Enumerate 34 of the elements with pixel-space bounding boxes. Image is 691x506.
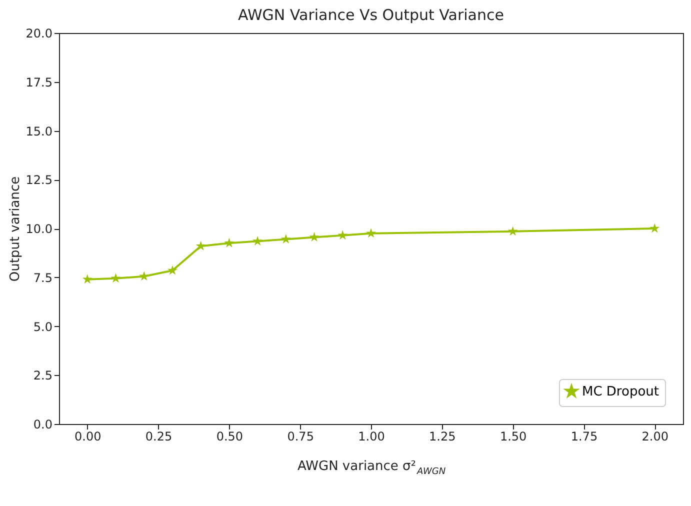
y-axis-title: Output variance (8, 176, 23, 282)
y-tick-label: 17.5 (26, 75, 52, 90)
y-tick-label: 7.5 (33, 270, 52, 285)
x-tick-label: 1.75 (570, 430, 598, 444)
point (167, 265, 178, 275)
x-tick-label: 0.25 (145, 430, 172, 444)
point (196, 240, 206, 250)
point (366, 228, 376, 238)
point (338, 230, 348, 240)
x-tick-label: 1.50 (500, 430, 527, 444)
y-tick-label: 10.0 (26, 222, 52, 236)
x-tick-label: 1.25 (429, 430, 456, 444)
legend-label: MC Dropout (582, 384, 659, 400)
point (309, 232, 320, 242)
point (110, 273, 121, 283)
y-tick-label: 12.5 (26, 173, 52, 188)
y-tick-label: 15.0 (26, 124, 52, 138)
point (280, 234, 291, 244)
x-tick-label: 0.75 (287, 430, 314, 444)
point (224, 238, 234, 248)
y-tick-label: 2.5 (33, 368, 52, 383)
x-tick-label: 1.00 (358, 430, 385, 444)
y-tick-label: 0.0 (33, 418, 52, 432)
y-tick-label: 20.0 (26, 26, 52, 40)
x-tick-label: 0.50 (216, 430, 244, 444)
point (650, 223, 660, 233)
x-tick-label: 2.00 (642, 430, 668, 444)
point (252, 236, 263, 246)
point (139, 271, 150, 281)
x-tick-label: 0.00 (74, 430, 102, 444)
y-tick-label: 5.0 (33, 320, 52, 334)
point (82, 274, 92, 284)
point (508, 226, 518, 236)
chart-title: AWGN Variance Vs Output Variance (238, 6, 504, 24)
